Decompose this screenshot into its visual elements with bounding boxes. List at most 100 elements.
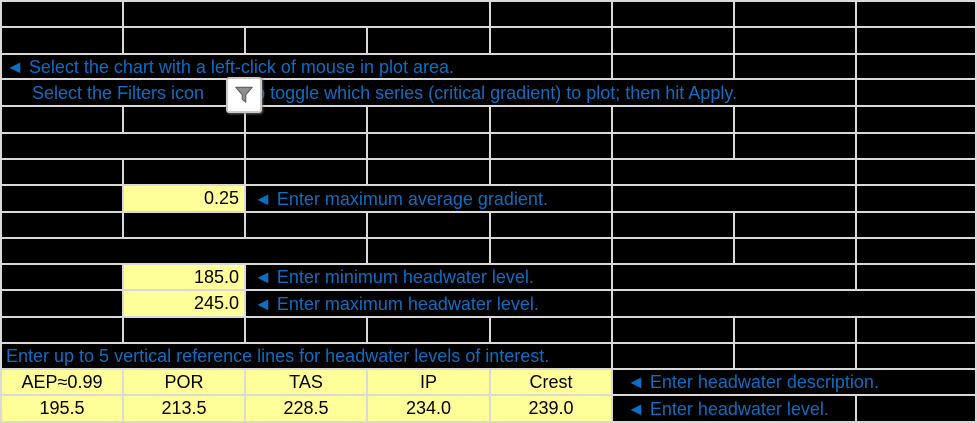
grid-row: Select the Filters icon to toggle which … xyxy=(2,80,975,107)
headwater-level-input[interactable]: 195.5 xyxy=(2,396,124,421)
grid-cell xyxy=(491,28,613,53)
grid-cell xyxy=(2,134,246,158)
grid-cell xyxy=(2,186,124,211)
headwater-level-input[interactable]: 234.0 xyxy=(368,396,491,421)
grid-row: AEP≈0.99 POR TAS IP Crest ◄ Enter headwa… xyxy=(2,370,975,396)
grid-cell xyxy=(124,2,491,26)
grid-cell xyxy=(857,396,975,421)
grid-row xyxy=(2,239,975,265)
grid-cell xyxy=(857,134,975,158)
headwater-level-input[interactable]: 239.0 xyxy=(491,396,613,421)
grid-cell xyxy=(2,239,368,263)
grid-row xyxy=(2,213,975,239)
grid-cell xyxy=(2,265,124,289)
grid-cell xyxy=(124,28,246,53)
grid-cell xyxy=(613,28,735,53)
grid-cell xyxy=(857,2,975,26)
grid-cell xyxy=(491,107,613,132)
grid-row: 195.5 213.5 228.5 234.0 239.0 ◄ Enter he… xyxy=(2,396,975,423)
max-headwater-hint: ◄ Enter maximum headwater level. xyxy=(246,291,613,316)
grid-row xyxy=(2,28,975,55)
min-headwater-hint: ◄ Enter minimum headwater level. xyxy=(246,265,613,289)
grid-cell xyxy=(735,107,857,132)
grid-cell xyxy=(2,291,124,316)
grid-cell xyxy=(246,160,368,184)
max-avg-gradient-input[interactable]: 0.25 xyxy=(124,186,246,211)
headwater-level-input[interactable]: 228.5 xyxy=(246,396,368,421)
grid-cell xyxy=(124,160,246,184)
grid-cell xyxy=(491,2,613,26)
grid-cell xyxy=(613,213,735,237)
grid-cell xyxy=(613,55,735,78)
headwater-description-input[interactable]: POR xyxy=(124,370,246,394)
grid-cell xyxy=(368,239,491,263)
grid-row: ◄ Select the chart with a left-click of … xyxy=(2,55,975,80)
grid-cell xyxy=(735,28,857,53)
grid-cell xyxy=(246,134,368,158)
grid-cell xyxy=(246,213,368,237)
grid-cell xyxy=(246,318,368,342)
grid-cell xyxy=(613,318,735,342)
grid-row xyxy=(2,107,975,134)
grid-cell xyxy=(491,160,613,184)
grid-row: Enter up to 5 vertical reference lines f… xyxy=(2,344,975,370)
grid-cell xyxy=(2,160,124,184)
grid-cell xyxy=(857,28,975,53)
grid-cell xyxy=(491,239,613,263)
grid-row: 245.0 ◄ Enter maximum headwater level. xyxy=(2,291,975,318)
grid-cell xyxy=(735,239,857,263)
grid-cell xyxy=(613,186,857,211)
grid-cell xyxy=(613,291,975,316)
grid-row xyxy=(2,318,975,344)
grid-cell xyxy=(735,55,857,78)
grid-row xyxy=(2,134,975,160)
grid-cell xyxy=(735,2,857,26)
headwater-description-input[interactable]: IP xyxy=(368,370,491,394)
grid-cell xyxy=(857,107,975,132)
grid-cell xyxy=(2,213,124,237)
filter-icon[interactable] xyxy=(226,77,262,113)
grid-cell xyxy=(368,107,491,132)
headwater-description-hint: ◄ Enter headwater description. xyxy=(627,372,879,392)
headwater-description-input[interactable]: AEP≈0.99 xyxy=(2,370,124,394)
min-headwater-input[interactable]: 185.0 xyxy=(124,265,246,289)
grid-cell xyxy=(368,213,491,237)
grid-cell xyxy=(857,318,975,342)
grid-cell xyxy=(857,344,975,368)
grid-cell xyxy=(735,134,857,158)
grid-cell xyxy=(2,2,124,26)
grid-cell xyxy=(2,107,124,132)
max-headwater-input[interactable]: 245.0 xyxy=(124,291,246,316)
filters-hint-after: to toggle which series (critical gradien… xyxy=(250,82,737,103)
funnel-glyph xyxy=(235,86,253,103)
filters-hint: Select the Filters icon to toggle which … xyxy=(2,80,857,105)
grid-cell xyxy=(124,318,246,342)
grid-cell xyxy=(613,134,735,158)
grid-cell xyxy=(613,160,857,184)
grid-cell xyxy=(613,107,735,132)
grid-cell xyxy=(735,213,857,237)
headwater-level-input[interactable]: 213.5 xyxy=(124,396,246,421)
select-chart-hint: ◄ Select the chart with a left-click of … xyxy=(2,55,613,78)
grid-cell xyxy=(124,213,246,237)
grid-cell xyxy=(735,318,857,342)
grid-cell xyxy=(491,318,613,342)
grid-cell xyxy=(857,213,975,237)
grid-cell xyxy=(613,344,735,368)
grid-cell xyxy=(613,239,735,263)
grid-cell xyxy=(857,265,975,289)
grid-row xyxy=(2,2,975,28)
grid-cell xyxy=(491,213,613,237)
grid-cell xyxy=(124,107,246,132)
grid-cell xyxy=(2,28,124,53)
reference-lines-title: Enter up to 5 vertical reference lines f… xyxy=(2,344,613,368)
grid-cell xyxy=(246,107,368,132)
max-avg-gradient-hint: ◄ Enter maximum average gradient. xyxy=(246,186,613,211)
grid-cell xyxy=(368,318,491,342)
grid-cell xyxy=(857,80,975,105)
grid-cell xyxy=(857,239,975,263)
headwater-description-input[interactable]: Crest xyxy=(491,370,613,394)
grid-cell xyxy=(857,55,975,78)
headwater-description-input[interactable]: TAS xyxy=(246,370,368,394)
